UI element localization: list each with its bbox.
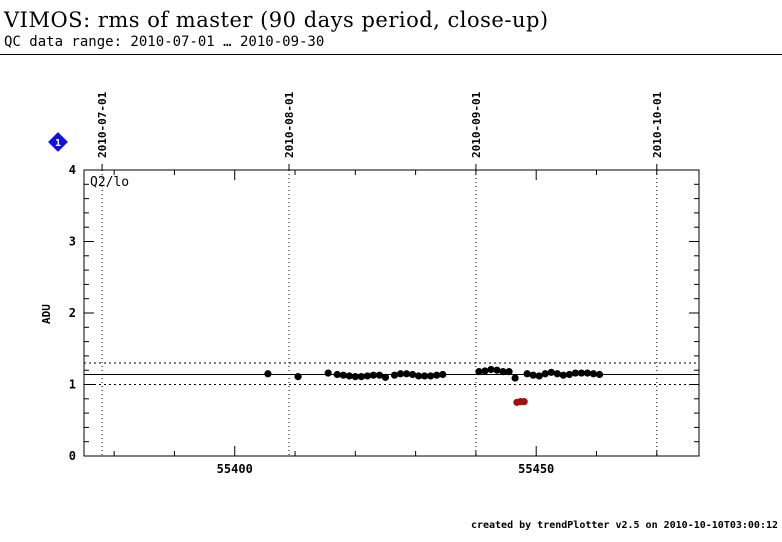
- data-point: [415, 372, 423, 380]
- diamond-marker-icon[interactable]: 1: [48, 132, 68, 152]
- data-point: [493, 366, 501, 374]
- data-point: [324, 369, 332, 377]
- y-tick-label: 3: [69, 235, 76, 249]
- data-point: [357, 373, 365, 381]
- data-point: [523, 370, 531, 378]
- data-point: [381, 373, 390, 381]
- panel-label: Q2/lo: [90, 175, 129, 190]
- data-point: [583, 369, 592, 377]
- data-point: [439, 370, 447, 379]
- chart-subtitle: QC data range: 2010-07-01 … 2010-09-30: [4, 34, 325, 50]
- trend-plot: 2010-07-01 2010-08-01 2010-09-01 2010-10-01…: [40, 91, 700, 476]
- data-point: [427, 372, 435, 380]
- data-point: [559, 371, 567, 379]
- data-point: [264, 370, 272, 378]
- data-point: [499, 368, 507, 376]
- data-point: [345, 372, 353, 380]
- x-tick-label: 55450: [518, 462, 554, 476]
- y-tick-label: 2: [69, 306, 76, 320]
- outlier-point: [520, 398, 528, 406]
- data-point: [369, 371, 378, 379]
- footer-credit: created by trendPlotter v2.5 on 2010-10-…: [470, 520, 778, 531]
- y-axis-label: ADU: [40, 304, 53, 324]
- data-point: [529, 371, 537, 379]
- data-point: [333, 370, 341, 379]
- top-date-label: 2010-08-01: [283, 91, 296, 158]
- data-point: [547, 368, 555, 376]
- y-tick-label: 4: [69, 163, 76, 177]
- data-point: [351, 373, 359, 381]
- top-date-label: 2010-10-01: [651, 91, 664, 158]
- data-point: [577, 369, 586, 377]
- data-point: [409, 370, 417, 379]
- data-point: [565, 370, 573, 379]
- data-point: [375, 371, 384, 379]
- data-point: [595, 370, 604, 379]
- data-point: [433, 371, 441, 379]
- data-point: [481, 367, 489, 375]
- y-tick-label: 0: [69, 449, 76, 463]
- chart-title: VIMOS: rms of master (90 days period, cl…: [4, 8, 549, 32]
- data-point: [390, 371, 399, 379]
- marker-label: 1: [55, 138, 61, 149]
- axes: 2010-07-01 2010-08-01 2010-09-01 2010-10-01…: [69, 91, 700, 476]
- title-divider: [0, 54, 782, 55]
- data-point: [339, 371, 347, 379]
- data-point: [571, 369, 579, 377]
- data-point: [487, 365, 495, 374]
- data-point: [511, 374, 519, 382]
- data-points: [264, 365, 604, 406]
- data-point: [505, 368, 513, 376]
- data-point: [589, 370, 598, 378]
- plot-frame: [83, 169, 700, 457]
- data-point: [535, 372, 543, 380]
- marker-layer: 1: [48, 132, 68, 152]
- data-point: [475, 368, 483, 376]
- y-tick-label: 1: [69, 378, 76, 392]
- top-date-label: 2010-07-01: [96, 91, 109, 158]
- grid-layer: [101, 170, 658, 456]
- data-point: [294, 373, 302, 381]
- data-point: [541, 370, 549, 378]
- data-point: [402, 370, 411, 378]
- data-point: [421, 372, 429, 380]
- data-point: [363, 372, 371, 380]
- top-date-label: 2010-09-01: [470, 91, 483, 158]
- data-point: [553, 370, 561, 378]
- data-point: [396, 370, 405, 378]
- x-tick-label: 55400: [217, 462, 253, 476]
